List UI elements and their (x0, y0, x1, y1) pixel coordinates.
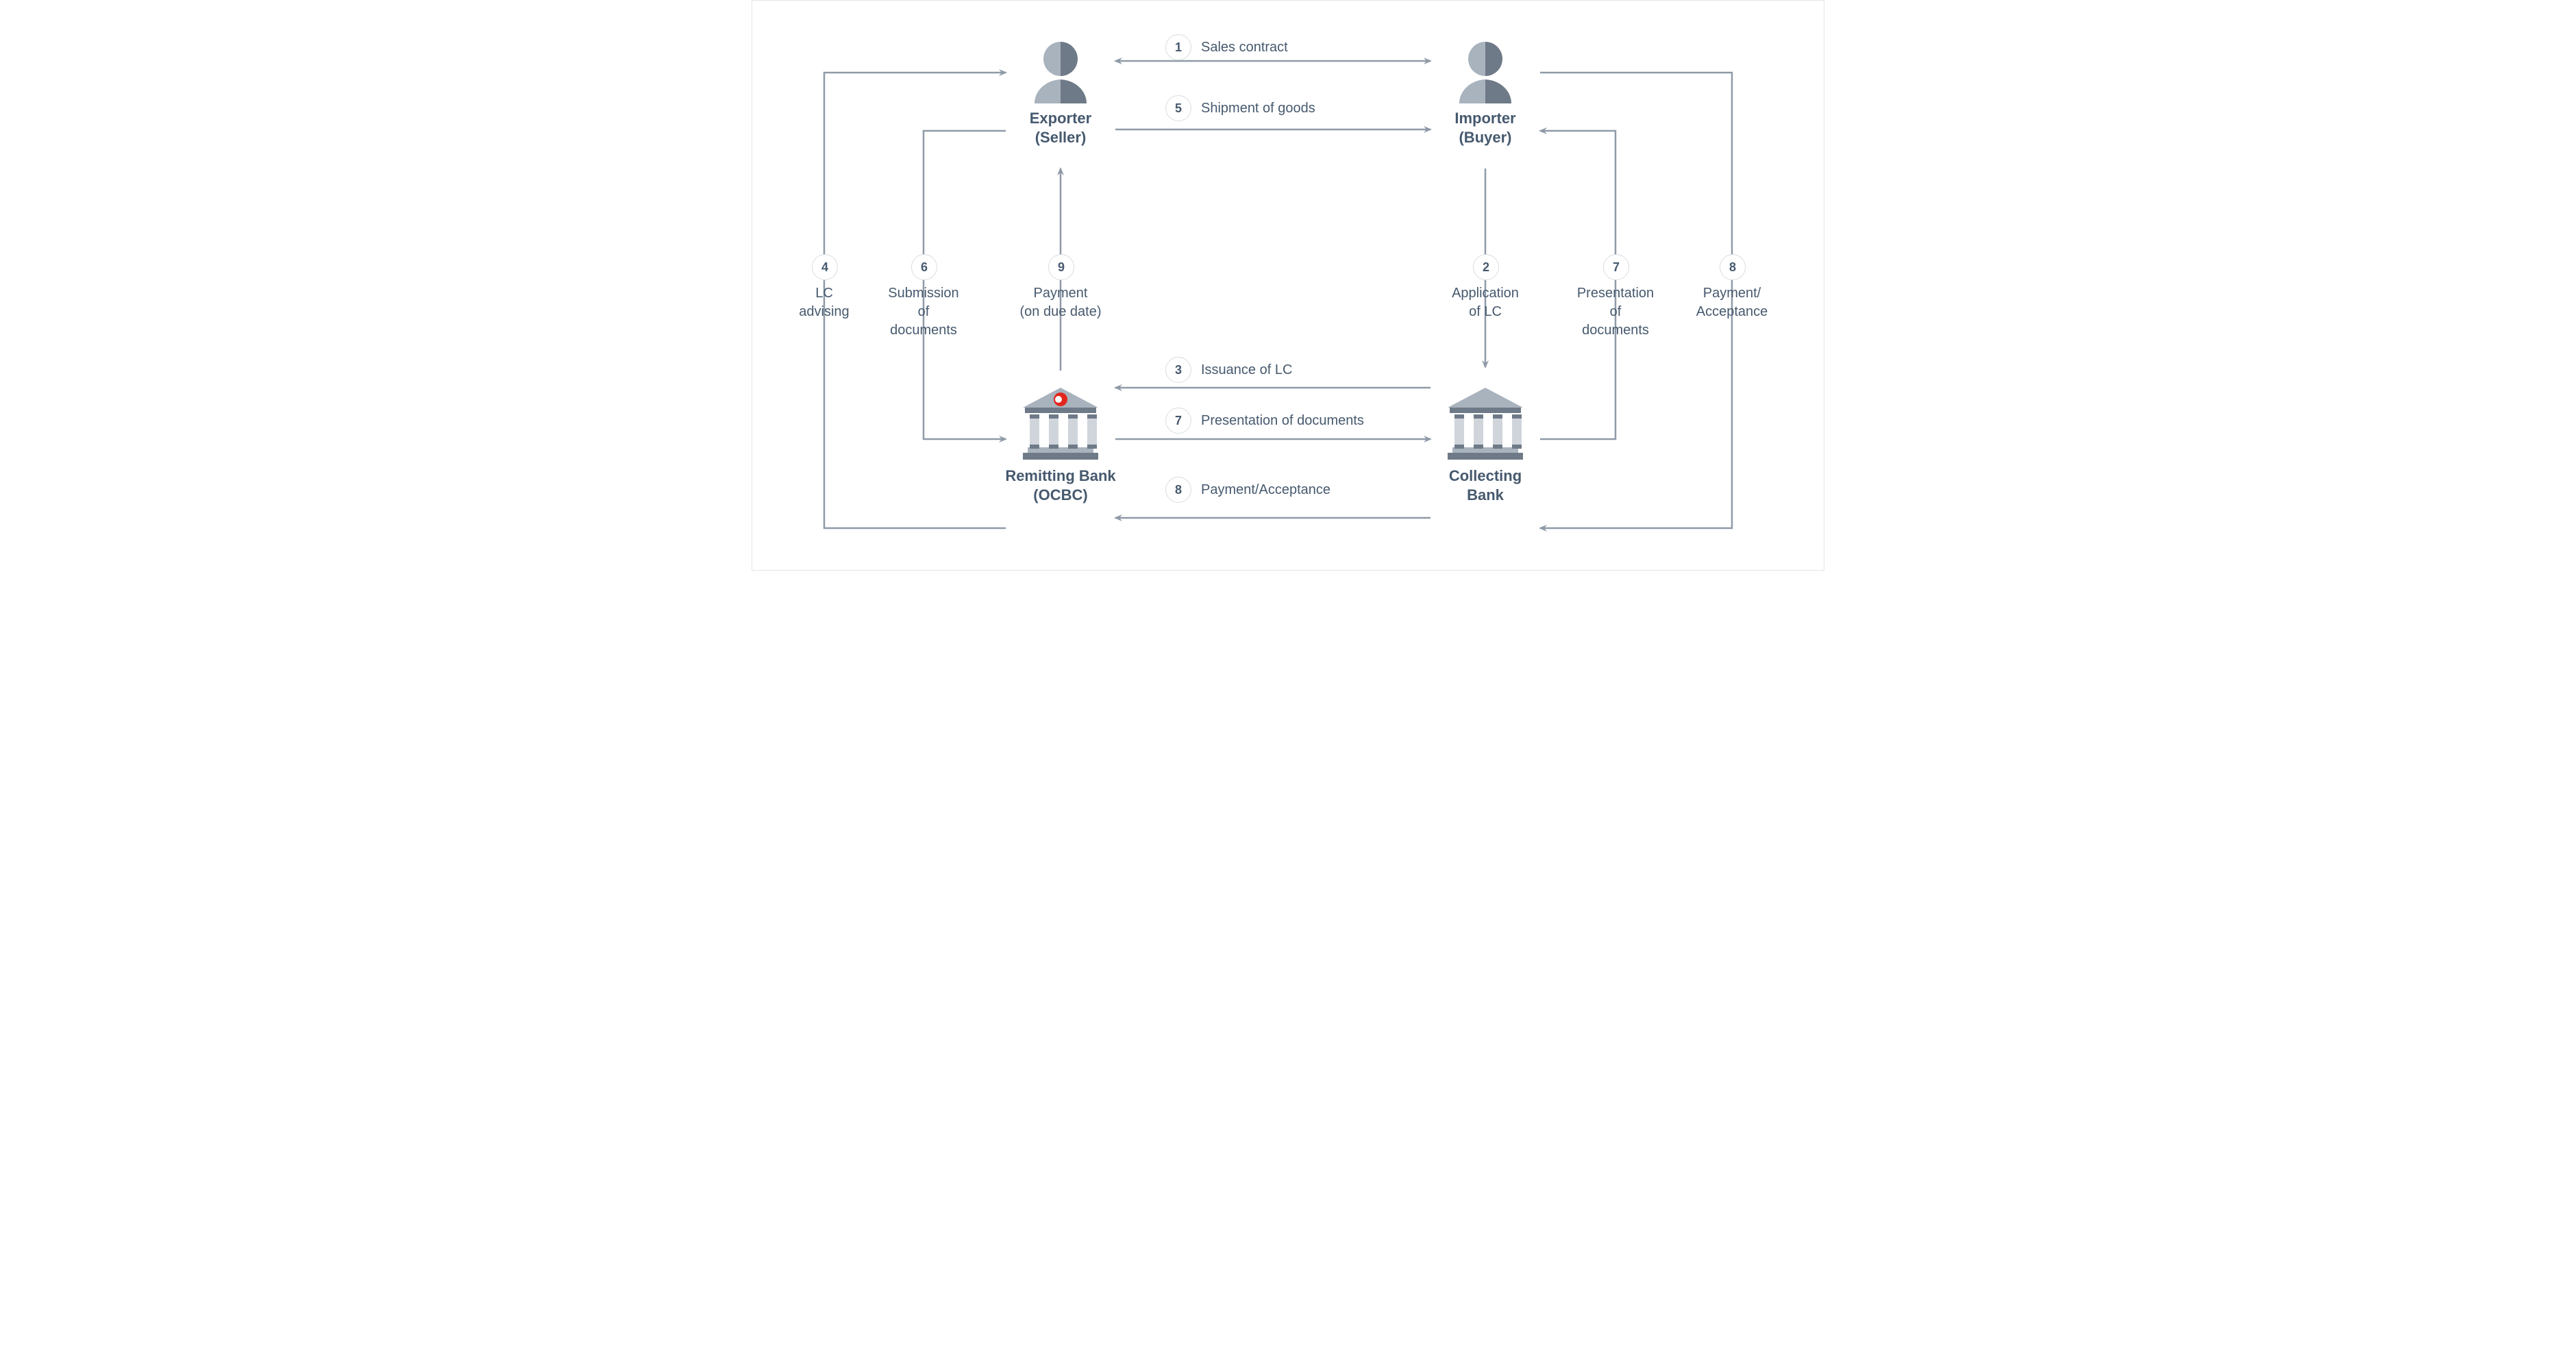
step-7v-label: Presentation of documents (1571, 284, 1660, 340)
step-1-label: Sales contract (1201, 38, 1288, 57)
step-8v-label: Payment/ Acceptance (1687, 284, 1776, 321)
step-8v-num: 8 (1729, 260, 1736, 275)
step-4-label: LC advising (790, 284, 858, 321)
exporter-icon (1035, 42, 1087, 103)
step-7h-label: Presentation of documents (1201, 412, 1364, 430)
step-6-num: 6 (921, 260, 928, 275)
step-4-badge: 4 (812, 254, 838, 280)
step-3-label: Issuance of LC (1201, 361, 1292, 379)
step-5-label: Shipment of goods (1201, 99, 1315, 118)
importer-label-1: Importer (1454, 110, 1515, 127)
importer-label-2: (Buyer) (1459, 129, 1511, 146)
collecting-bank-label-1: Collecting (1449, 467, 1522, 484)
step-5-badge: 5 (1165, 95, 1191, 121)
exporter-label-1: Exporter (1030, 110, 1091, 127)
step-7h-num: 7 (1175, 414, 1182, 428)
step-2-badge: 2 (1473, 254, 1499, 280)
step-9-num: 9 (1058, 260, 1065, 275)
step-2-label: Application of LC (1444, 284, 1526, 321)
remitting-bank-label-1: Remitting Bank (1005, 467, 1115, 484)
step-8h-label: Payment/Acceptance (1201, 481, 1330, 499)
step-7v-badge: 7 (1603, 254, 1629, 280)
step-7v-num: 7 (1613, 260, 1620, 275)
step-1-badge: 1 (1165, 34, 1191, 60)
step-9-badge: 9 (1048, 254, 1074, 280)
step-6-badge: 6 (911, 254, 937, 280)
step-7h-badge: 7 (1165, 408, 1191, 434)
step-8h-badge: 8 (1165, 477, 1191, 503)
step-2-num: 2 (1483, 260, 1489, 275)
importer-icon (1459, 42, 1511, 103)
step-8v-badge: 8 (1720, 254, 1746, 280)
step-8h-num: 8 (1175, 483, 1182, 497)
lc-flow-diagram: Exporter (Seller) Importer (Buyer) Remit… (752, 0, 1824, 571)
step-6-label: Submission of documents (882, 284, 965, 340)
collecting-bank-label: Collecting Bank (1417, 466, 1554, 504)
exporter-label-2: (Seller) (1035, 129, 1087, 146)
collecting-bank-label-2: Bank (1467, 486, 1504, 503)
remitting-bank-icon (1023, 388, 1098, 460)
step-4-num: 4 (821, 260, 828, 275)
step-5-num: 5 (1175, 101, 1182, 116)
remitting-bank-label-2: (OCBC) (1033, 486, 1087, 503)
step-1-num: 1 (1175, 40, 1182, 55)
step-9-label: Payment (on due date) (1013, 284, 1109, 321)
importer-label: Importer (Buyer) (1417, 109, 1554, 147)
step-3-badge: 3 (1165, 357, 1191, 383)
collecting-bank-icon (1448, 388, 1523, 460)
exporter-label: Exporter (Seller) (992, 109, 1129, 147)
step-3-num: 3 (1175, 363, 1182, 377)
remitting-bank-label: Remitting Bank (OCBC) (978, 466, 1143, 504)
